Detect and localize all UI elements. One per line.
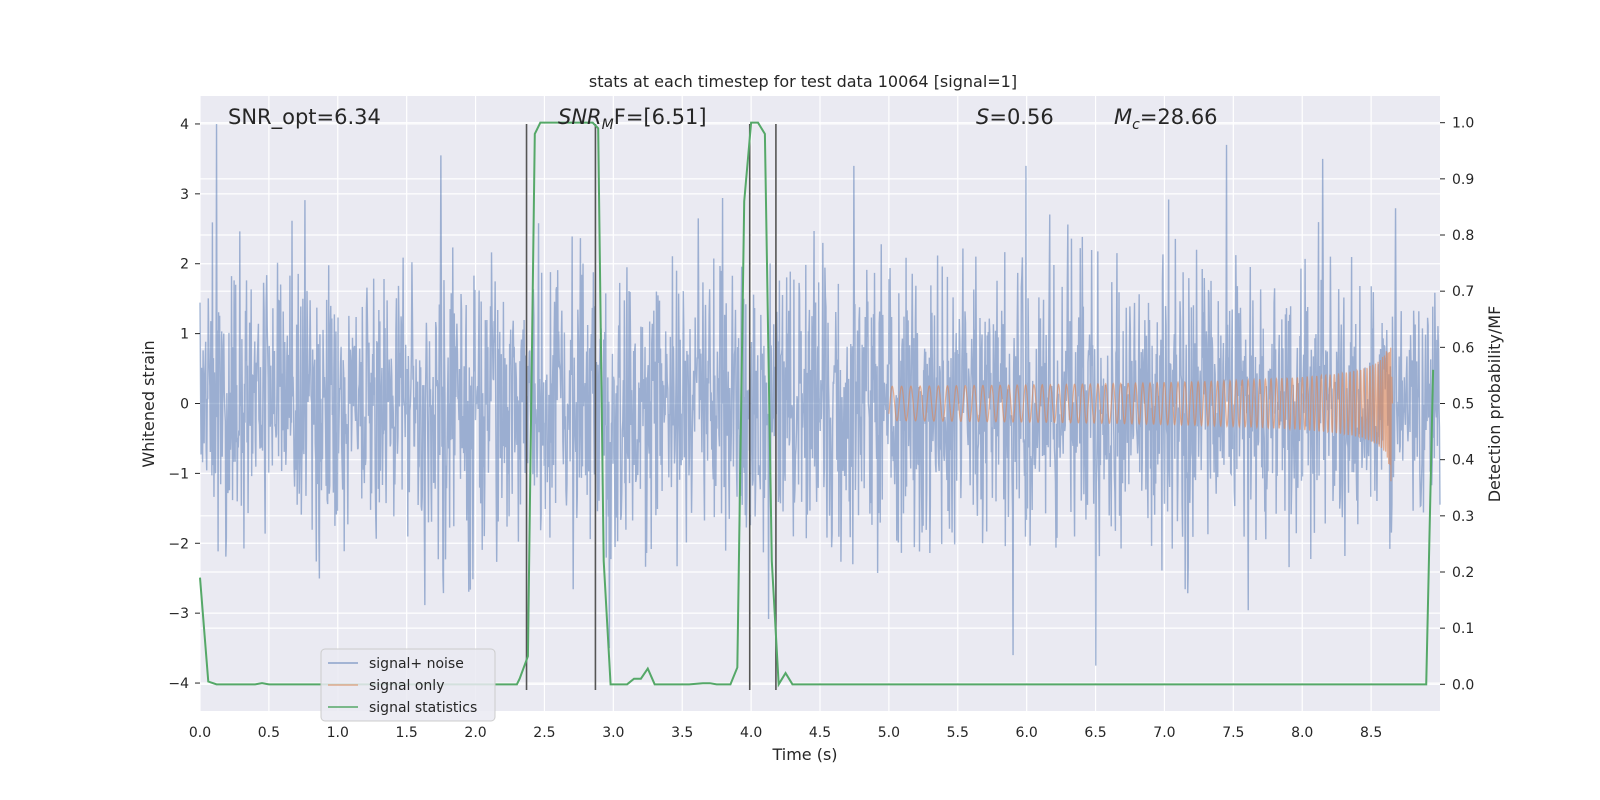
annotation-s-tail: =0.56 (989, 105, 1053, 129)
x-tick-label: 0.0 (189, 725, 211, 741)
y2-tick-label: 0.8 (1452, 228, 1474, 244)
annotation-s-base: S (976, 105, 989, 129)
y-tick-label: −4 (168, 676, 189, 692)
y-tick-label: −3 (168, 606, 189, 622)
y-axis-ticks: 4 3 2 1 0 −1 −2 −3 −4 (168, 117, 200, 692)
legend-label-signal-statistics: signal statistics (369, 700, 477, 716)
annotation-mc-sub: c (1132, 117, 1140, 133)
x-tick-label: 3.0 (602, 725, 624, 741)
y2-tick-label: 0.1 (1452, 621, 1474, 637)
x-tick-label: 2.0 (464, 725, 486, 741)
y2-tick-label: 0.5 (1452, 397, 1474, 413)
y-tick-label: 4 (180, 117, 189, 133)
x-tick-label: 0.5 (258, 725, 280, 741)
annotations: SNR_opt=6.34 SNRMF=[6.51] S=0.56 Mc=28.6… (228, 105, 1218, 133)
annotation-snr-mf: SNRMF=[6.51] (558, 105, 707, 133)
y2-tick-label: 1.0 (1452, 116, 1474, 132)
y2-tick-label: 0.7 (1452, 284, 1474, 300)
y2-tick-label: 0.0 (1452, 677, 1474, 693)
y-tick-label: −2 (168, 536, 189, 552)
y2-axis-ticks: 1.0 0.9 0.8 0.7 0.6 0.5 0.4 0.3 0.2 0.1 0.0 (1440, 116, 1474, 693)
y-tick-label: 1 (180, 327, 189, 343)
annotation-snr-opt: SNR_opt=6.34 (228, 105, 381, 130)
annotation-snr-mf-base: SNR (558, 105, 602, 129)
x-tick-label: 2.5 (533, 725, 555, 741)
x-tick-label: 5.5 (947, 725, 969, 741)
x-tick-label: 1.0 (327, 725, 349, 741)
y2-tick-label: 0.3 (1452, 509, 1474, 525)
chart-title: stats at each timestep for test data 100… (589, 72, 1017, 91)
y-axis-label: Whitened strain (139, 340, 158, 467)
series-signal-only (888, 347, 1394, 482)
annotation-mc-tail: =28.66 (1140, 105, 1218, 129)
annotation-snr-mf-sub: M (602, 117, 614, 133)
x-tick-label: 4.0 (740, 725, 762, 741)
annotation-mc-base: M (1114, 105, 1132, 129)
x-tick-label: 7.5 (1222, 725, 1244, 741)
y2-tick-label: 0.2 (1452, 565, 1474, 581)
x-tick-label: 6.5 (1084, 725, 1106, 741)
legend: signal+ noise signal only signal statist… (320, 648, 496, 722)
x-tick-label: 4.5 (809, 725, 831, 741)
signal-only-line (888, 347, 1394, 482)
series-signal-noise (199, 123, 1441, 666)
x-tick-label: 1.5 (396, 725, 418, 741)
x-tick-label: 6.0 (1016, 725, 1038, 741)
signal-noise-line (199, 123, 1441, 666)
vertical-markers (525, 123, 777, 691)
x-axis-label: Time (s) (771, 745, 837, 764)
x-axis-ticks: 0.0 0.5 1.0 1.5 2.0 2.5 3.0 3.5 4.0 4.5 5.0 5.5 6.0 6… (189, 725, 1382, 741)
y-tick-label: 2 (180, 257, 189, 273)
x-tick-label: 8.5 (1360, 725, 1382, 741)
legend-label-signal-noise: signal+ noise (369, 656, 464, 672)
y-tick-label: 0 (180, 397, 189, 413)
y2-tick-label: 0.6 (1452, 340, 1474, 356)
annotation-s: S=0.56 (976, 105, 1054, 129)
x-tick-label: 7.0 (1153, 725, 1175, 741)
y-tick-label: −1 (168, 466, 189, 482)
y2-axis-label: Detection probability/MF (1485, 306, 1504, 503)
x-tick-label: 8.0 (1291, 725, 1313, 741)
y2-tick-label: 0.9 (1452, 172, 1474, 188)
legend-box (320, 648, 496, 722)
y-tick-label: 3 (180, 187, 189, 203)
annotation-mc: Mc=28.66 (1114, 105, 1218, 133)
x-tick-label: 5.0 (878, 725, 900, 741)
y2-tick-label: 0.4 (1452, 453, 1474, 469)
annotation-snr-mf-tail: F=[6.51] (614, 105, 707, 129)
legend-label-signal-only: signal only (369, 678, 444, 694)
x-tick-label: 3.5 (671, 725, 693, 741)
